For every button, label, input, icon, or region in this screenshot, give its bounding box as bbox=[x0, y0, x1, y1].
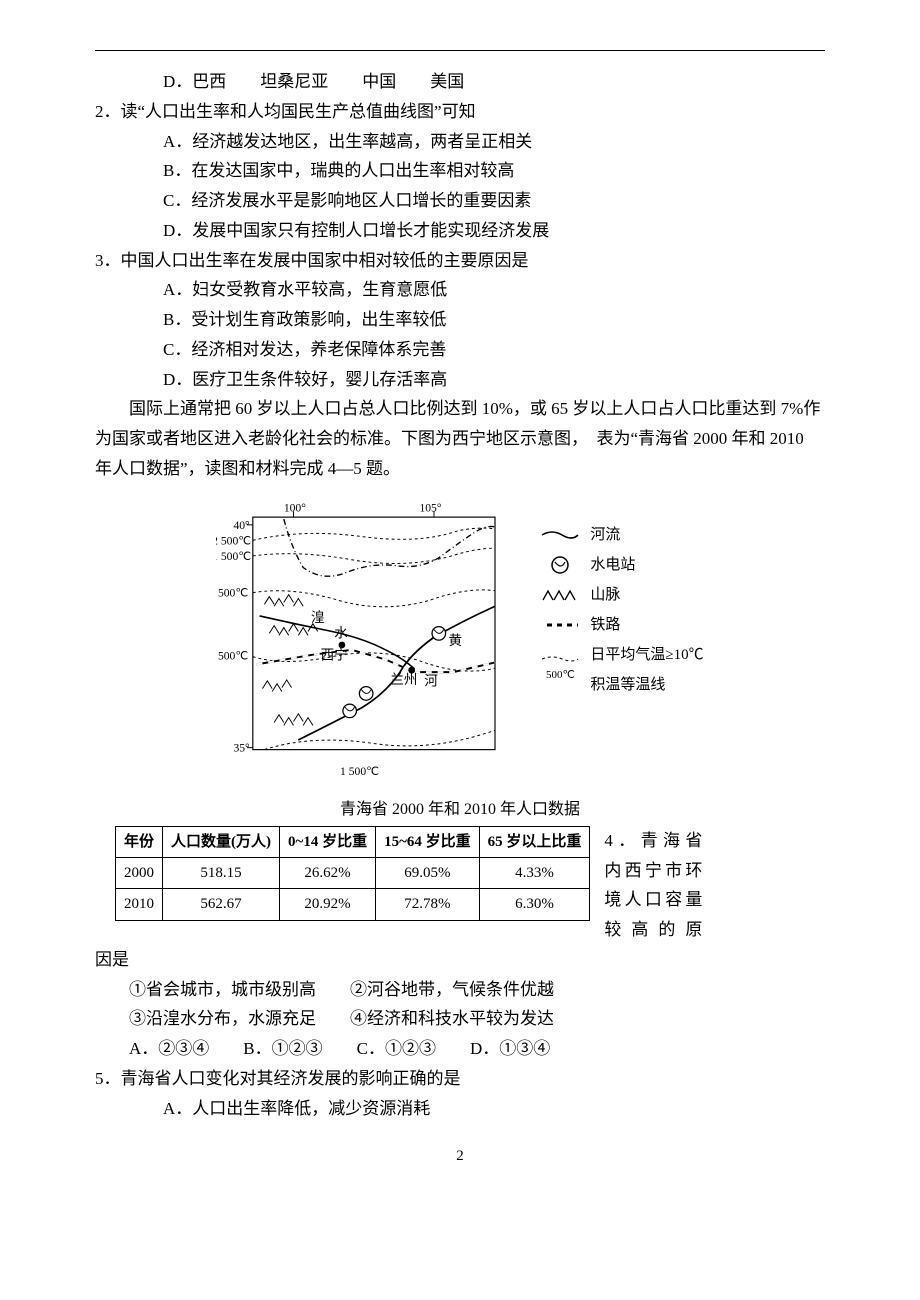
map-label-shui: 水 bbox=[335, 625, 349, 640]
th-65: 65 岁以上比重 bbox=[479, 826, 590, 857]
q2-opt-b: B．在发达国家中，瑞典的人口出生率相对较高 bbox=[95, 156, 825, 186]
iso-1500b: 1 500℃ bbox=[340, 764, 379, 777]
table-row: 26.62% bbox=[280, 858, 376, 889]
q3-opt-a: A．妇女受教育水平较高，生育意愿低 bbox=[95, 275, 825, 305]
iso-1500a: 1 500℃ bbox=[216, 549, 251, 562]
map-label-huangshui: 湟 bbox=[311, 609, 325, 624]
map-svg: 100° 105° 40° 35° 2 500℃ 1 500℃ 500℃ 500… bbox=[216, 490, 526, 781]
legend-isoline2: 积温等温线 bbox=[590, 677, 665, 693]
passage-2: 国际上通常把 60 岁以上人口占总人口比例达到 10%，或 65 岁以上人口占人… bbox=[95, 394, 825, 483]
q2-stem: 2．读“人口出生率和人均国民生产总值曲线图”可知 bbox=[95, 97, 825, 127]
map-figure: 100° 105° 40° 35° 2 500℃ 1 500℃ 500℃ 500… bbox=[95, 490, 825, 790]
legend-iso-tick: 500℃ bbox=[546, 664, 575, 686]
map-label-huang: 黄 bbox=[449, 633, 463, 648]
table-row: 72.78% bbox=[376, 889, 480, 920]
q4-stmt-i: ①省会城市，城市级别高 ②河谷地带，气候条件优越 bbox=[95, 975, 825, 1005]
mountain-icon bbox=[538, 587, 582, 603]
q4-opts: A．②③④ B．①②③ C．①②③ D．①③④ bbox=[95, 1034, 825, 1064]
isoline-icon: 500℃ bbox=[538, 654, 582, 686]
q2-opt-a: A．经济越发达地区，出生率越高，两者呈正相关 bbox=[95, 127, 825, 157]
q2-opt-c: C．经济发展水平是影响地区人口增长的重要因素 bbox=[95, 186, 825, 216]
iso-500a: 500℃ bbox=[218, 586, 248, 599]
th-year: 年份 bbox=[116, 826, 163, 857]
table-row: 69.05% bbox=[376, 858, 480, 889]
q2-opt-d: D．发展中国家只有控制人口增长才能实现经济发展 bbox=[95, 216, 825, 246]
q4-side-text: 4．青海省内西宁市环境人口容量较高的原 bbox=[604, 826, 704, 945]
map-legend: 河流 水电站 山脉 铁路 500℃ 日平均气温≥10℃ bbox=[538, 490, 703, 700]
map-city-lanzhou: 兰州 bbox=[391, 671, 418, 686]
map-lon-105: 105° bbox=[420, 501, 442, 514]
table-row: 2010 bbox=[116, 889, 163, 920]
iso-500b: 500℃ bbox=[218, 649, 248, 662]
river-icon bbox=[538, 528, 582, 542]
top-rule bbox=[95, 50, 825, 51]
q1-opt-d: D．巴西 坦桑尼亚 中国 美国 bbox=[95, 67, 825, 97]
map-city-xining: 西宁 bbox=[321, 646, 348, 662]
table-row: 562.67 bbox=[163, 889, 280, 920]
table-row: 2000 bbox=[116, 858, 163, 889]
q4-stmt-ii: ③沿湟水分布，水源充足 ④经济和科技水平较为发达 bbox=[95, 1004, 825, 1034]
legend-hydropower: 水电站 bbox=[590, 550, 635, 580]
hydropower-icon bbox=[538, 554, 582, 576]
table-title: 青海省 2000 年和 2010 年人口数据 bbox=[95, 796, 825, 824]
table-row: 6.30% bbox=[479, 889, 590, 920]
table-row: 4.33% bbox=[479, 858, 590, 889]
q3-opt-b: B．受计划生育政策影响，出生率较低 bbox=[95, 305, 825, 335]
q3-opt-d: D．医疗卫生条件较好，婴儿存活率高 bbox=[95, 365, 825, 395]
map-label-he: 河 bbox=[425, 673, 439, 688]
q5-stem: 5．青海省人口变化对其经济发展的影响正确的是 bbox=[95, 1064, 825, 1094]
iso-2500: 2 500℃ bbox=[216, 534, 251, 547]
q3-opt-c: C．经济相对发达，养老保障体系完善 bbox=[95, 335, 825, 365]
table-row: 20.92% bbox=[280, 889, 376, 920]
legend-railway: 铁路 bbox=[590, 610, 620, 640]
th-15-64: 15~64 岁比重 bbox=[376, 826, 480, 857]
page-number: 2 bbox=[95, 1143, 825, 1169]
th-pop: 人口数量(万人) bbox=[163, 826, 280, 857]
q3-stem: 3．中国人口出生率在发展中国家中相对较低的主要原因是 bbox=[95, 246, 825, 276]
legend-mountain: 山脉 bbox=[590, 580, 620, 610]
railway-icon bbox=[538, 620, 582, 630]
map-lon-100: 100° bbox=[284, 501, 306, 514]
q4-cont: 因是 bbox=[95, 945, 825, 975]
q5-opt-a: A．人口出生率降低，减少资源消耗 bbox=[95, 1094, 825, 1124]
legend-isoline: 日平均气温≥10℃ bbox=[590, 647, 703, 663]
data-table: 年份 人口数量(万人) 0~14 岁比重 15~64 岁比重 65 岁以上比重 … bbox=[115, 826, 590, 921]
table-row: 518.15 bbox=[163, 858, 280, 889]
legend-river: 河流 bbox=[590, 520, 620, 550]
th-0-14: 0~14 岁比重 bbox=[280, 826, 376, 857]
